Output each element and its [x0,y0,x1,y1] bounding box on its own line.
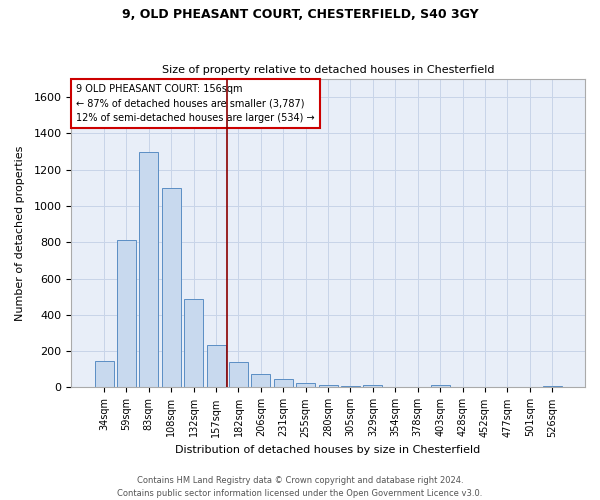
Bar [319,384,338,388]
Bar [542,386,562,388]
Bar [296,384,315,388]
Bar [206,345,226,388]
X-axis label: Distribution of detached houses by size in Chesterfield: Distribution of detached houses by size … [175,445,481,455]
Bar [229,362,248,388]
Bar [162,188,181,388]
Bar [274,380,293,388]
Bar [341,386,360,388]
Bar [251,374,271,388]
Bar [364,385,382,388]
Bar [117,240,136,388]
Bar [386,386,405,388]
Bar [95,361,113,388]
Bar [431,386,449,388]
Bar [139,152,158,388]
Text: 9 OLD PHEASANT COURT: 156sqm
← 87% of detached houses are smaller (3,787)
12% of: 9 OLD PHEASANT COURT: 156sqm ← 87% of de… [76,84,315,124]
Text: Contains HM Land Registry data © Crown copyright and database right 2024.
Contai: Contains HM Land Registry data © Crown c… [118,476,482,498]
Y-axis label: Number of detached properties: Number of detached properties [15,146,25,321]
Text: 9, OLD PHEASANT COURT, CHESTERFIELD, S40 3GY: 9, OLD PHEASANT COURT, CHESTERFIELD, S40… [122,8,478,20]
Title: Size of property relative to detached houses in Chesterfield: Size of property relative to detached ho… [162,66,494,76]
Bar [184,298,203,388]
